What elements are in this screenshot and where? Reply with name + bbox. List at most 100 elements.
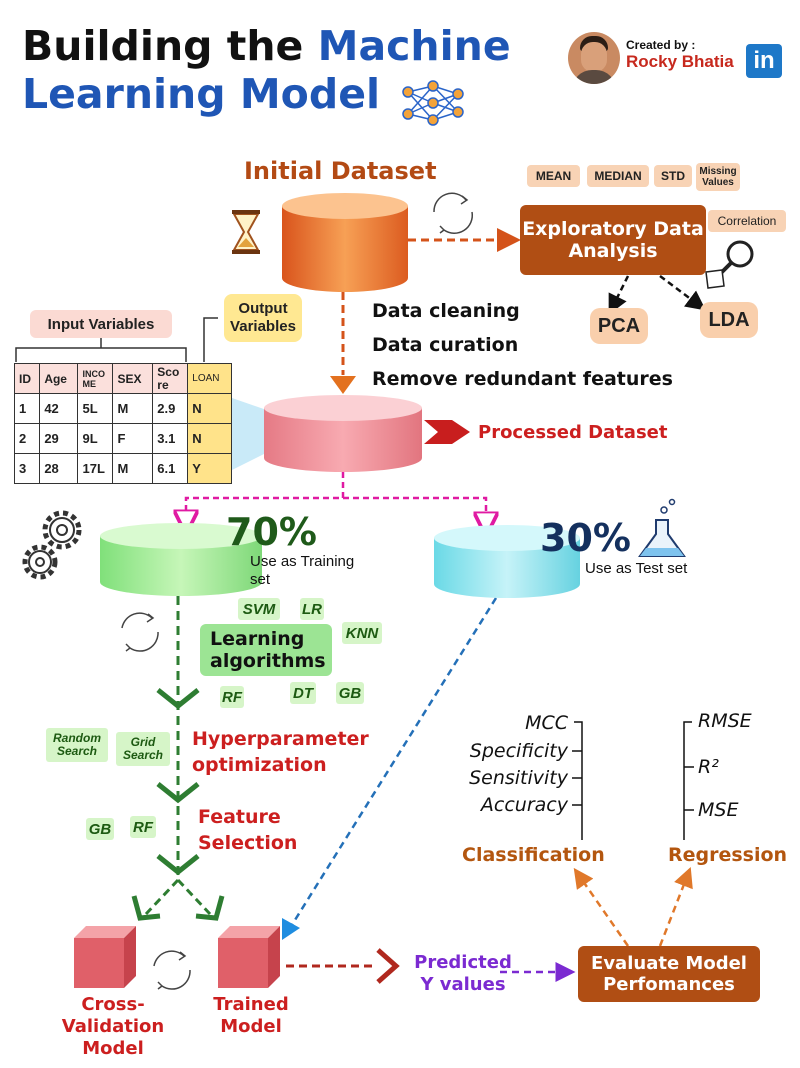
- magnifier-icon: [705, 240, 754, 289]
- initial-dataset-cylinder: [282, 193, 408, 292]
- table-header-cell: INCO ME: [77, 363, 114, 394]
- lda-box: LDA: [700, 302, 758, 338]
- arrow-eda-to-pca: [608, 275, 630, 315]
- metric-rmse: RMSE: [698, 710, 752, 732]
- table-cell: M: [112, 393, 154, 424]
- table-header-row: ID Age INCO ME SEX Sco re LOAN: [13, 363, 232, 394]
- chevron-down-icon: [156, 688, 200, 710]
- eda-tag-missing-values: Missing Values: [696, 163, 740, 191]
- eda-tag-correlation: Correlation: [708, 210, 786, 232]
- neural-network-icon: [402, 80, 464, 126]
- title-part1: Building the: [22, 22, 318, 70]
- metric-mse: MSE: [698, 799, 739, 821]
- algo-lr: LR: [300, 598, 324, 620]
- table-cell: 6.1: [152, 453, 189, 484]
- feature-gb-tag: GB: [86, 818, 114, 840]
- processed-dataset-cylinder: [264, 395, 422, 472]
- arrow-to-regression: [658, 867, 693, 947]
- eda-tag-std: STD: [654, 165, 692, 187]
- output-variables-label: Output Variables: [224, 294, 302, 342]
- table-cell: N: [187, 393, 232, 424]
- step-data-cleaning: Data cleaning: [372, 300, 520, 322]
- table-row: 1 42 5L M 2.9 N: [13, 393, 232, 424]
- algo-rf: RF: [220, 686, 244, 708]
- feature-selection-label: Feature Selection: [198, 806, 298, 854]
- test-label: Use as Test set: [585, 560, 688, 577]
- training-set-cylinder: [100, 523, 262, 596]
- cross-validation-cube: [74, 926, 136, 988]
- page-title: Building the Machine Learning Model: [22, 22, 511, 118]
- table-header-cell: SEX: [112, 363, 154, 394]
- metric-specificity: Specificity: [469, 740, 568, 762]
- table-cell: 2.9: [152, 393, 189, 424]
- eda-tag-median: MEDIAN: [587, 165, 649, 187]
- arrow-to-training: [186, 472, 345, 522]
- classification-label: Classification: [462, 844, 605, 866]
- table-cell: F: [112, 423, 154, 454]
- arrow-to-cross-validation: [144, 878, 180, 916]
- table-header-cell: Sco re: [152, 363, 189, 394]
- test-percent: 30%: [540, 516, 631, 560]
- eda-box: Exploratory Data Analysis: [520, 205, 706, 275]
- processed-dataset-label: Processed Dataset: [478, 422, 668, 443]
- cross-validation-label: Cross-Validation Model: [61, 994, 165, 1059]
- chevron-down-icon: [156, 782, 200, 804]
- initial-dataset-label: Initial Dataset: [244, 157, 437, 185]
- data-table: ID Age INCO ME SEX Sco re LOAN 1 42 5L M…: [13, 363, 232, 484]
- table-cell: 29: [39, 423, 79, 454]
- arrow-to-test: [343, 496, 486, 524]
- table-cell: 17L: [77, 453, 114, 484]
- refresh-icon: [121, 612, 159, 652]
- hyperparameter-label: Hyperparameter optimization: [192, 728, 369, 776]
- random-search-tag: Random Search: [46, 728, 108, 762]
- metric-r2: R²: [698, 756, 719, 778]
- table-row: 2 29 9L F 3.1 N: [13, 423, 232, 454]
- table-header-cell: ID: [13, 363, 41, 394]
- chevron-down-icon: [156, 854, 200, 876]
- training-percent: 70%: [226, 510, 317, 554]
- test-set-cylinder: [434, 525, 580, 598]
- arrow-to-trained: [176, 878, 212, 916]
- grid-search-tag: Grid Search: [116, 732, 170, 766]
- pca-box: PCA: [590, 308, 648, 344]
- hourglass-icon: [232, 210, 260, 254]
- regression-label: Regression: [668, 844, 788, 866]
- algo-dt: DT: [290, 682, 316, 704]
- feature-rf-tag: RF: [130, 816, 156, 838]
- author-name: Rocky Bhatia: [626, 52, 734, 71]
- evaluate-box: Evaluate Model Perfomances: [578, 946, 760, 1002]
- title-part3: Learning Model: [22, 70, 381, 118]
- table-cell: N: [187, 423, 232, 454]
- title-part2: Machine: [317, 22, 511, 70]
- arrow-test-to-trained: [288, 597, 498, 929]
- step-data-curation: Data curation: [372, 334, 519, 356]
- table-cell: Y: [187, 453, 232, 484]
- trained-model-cube: [218, 926, 280, 988]
- table-cell: 28: [39, 453, 79, 484]
- table-row: 3 28 17L M 6.1 Y: [13, 453, 232, 484]
- flask-icon: [638, 498, 686, 557]
- arrow-to-classification: [573, 867, 630, 947]
- table-cell: 3: [13, 453, 41, 484]
- table-cell: 2: [13, 423, 41, 454]
- gears-icon: [22, 510, 82, 580]
- step-remove-redundant: Remove redundant features: [372, 368, 673, 390]
- refresh-icon: [433, 192, 474, 234]
- linkedin-icon[interactable]: in: [746, 44, 782, 78]
- table-header-cell: LOAN: [187, 363, 232, 394]
- predicted-label: Predicted Y values: [414, 952, 512, 995]
- algo-knn: KNN: [342, 622, 382, 644]
- training-label: Use as Training set: [250, 553, 355, 588]
- metric-accuracy: Accuracy: [480, 794, 568, 816]
- input-variables-label: Input Variables: [30, 310, 172, 338]
- avatar: [568, 32, 620, 84]
- algo-svm: SVM: [238, 598, 280, 620]
- refresh-icon: [153, 950, 191, 990]
- trained-model-label: Trained Model: [213, 994, 289, 1037]
- algo-gb: GB: [336, 682, 364, 704]
- arrow-eda-to-lda: [659, 275, 706, 311]
- table-cell: 1: [13, 393, 41, 424]
- eda-tag-mean: MEAN: [527, 165, 580, 187]
- created-by-label: Created by :: [626, 38, 696, 52]
- chevron-right-icon: [424, 420, 470, 444]
